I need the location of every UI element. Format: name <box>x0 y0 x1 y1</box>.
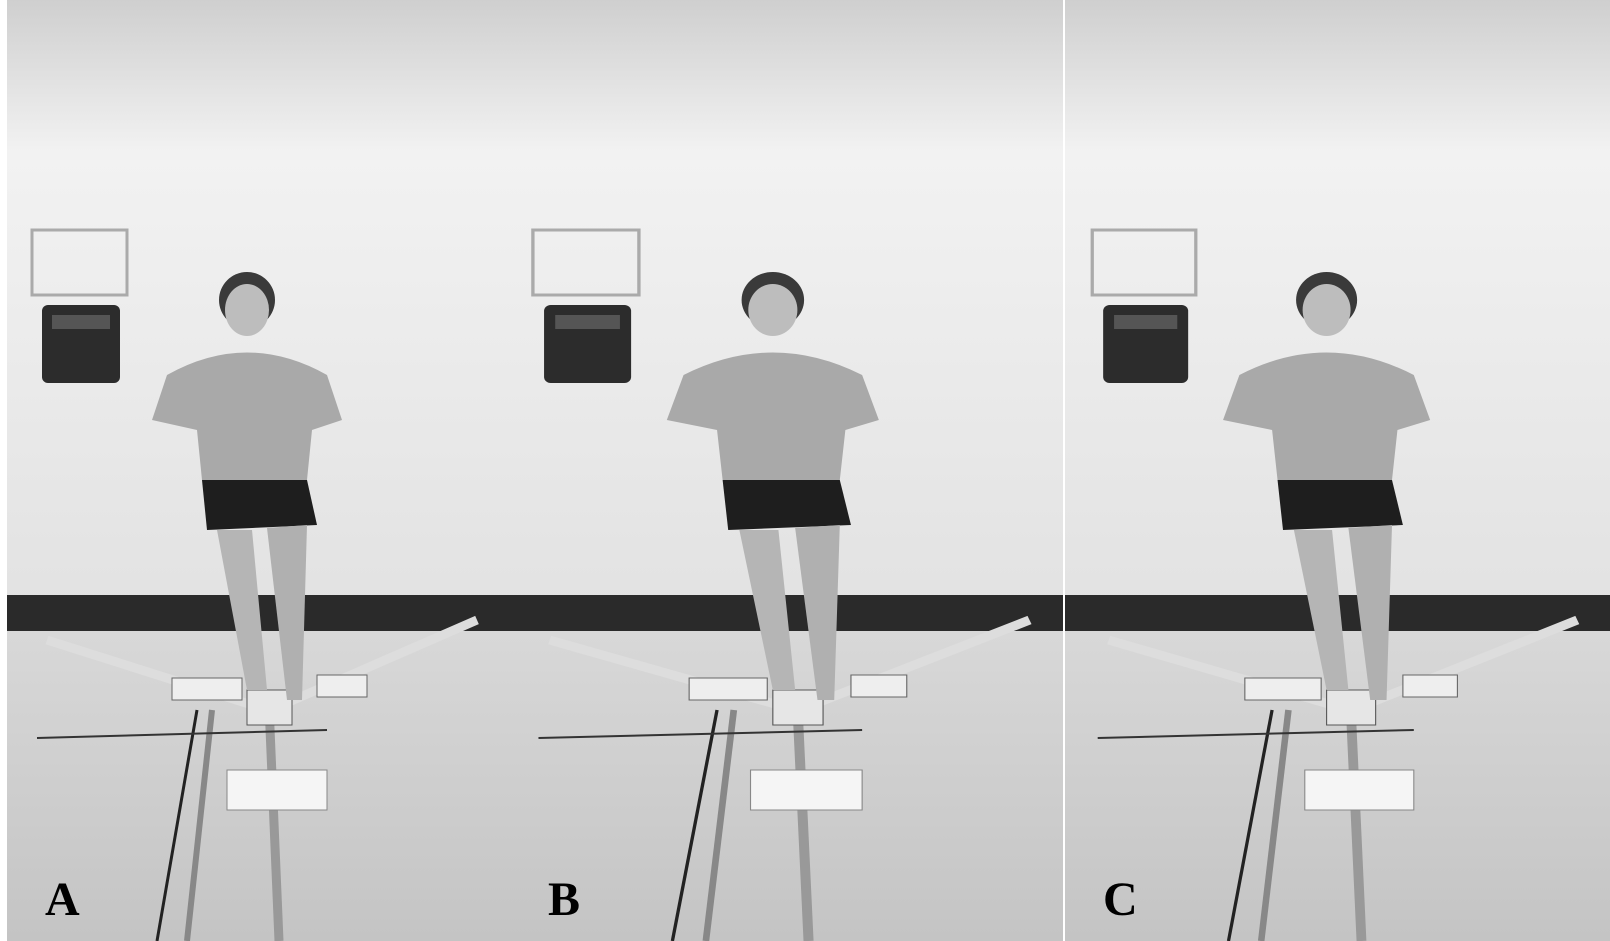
panel-label: B <box>548 873 580 926</box>
panel: A <box>7 0 507 941</box>
panel-label: A <box>45 873 80 926</box>
panel: B <box>505 0 1063 941</box>
panel-label: C <box>1103 873 1138 926</box>
panel: C <box>1065 0 1610 941</box>
